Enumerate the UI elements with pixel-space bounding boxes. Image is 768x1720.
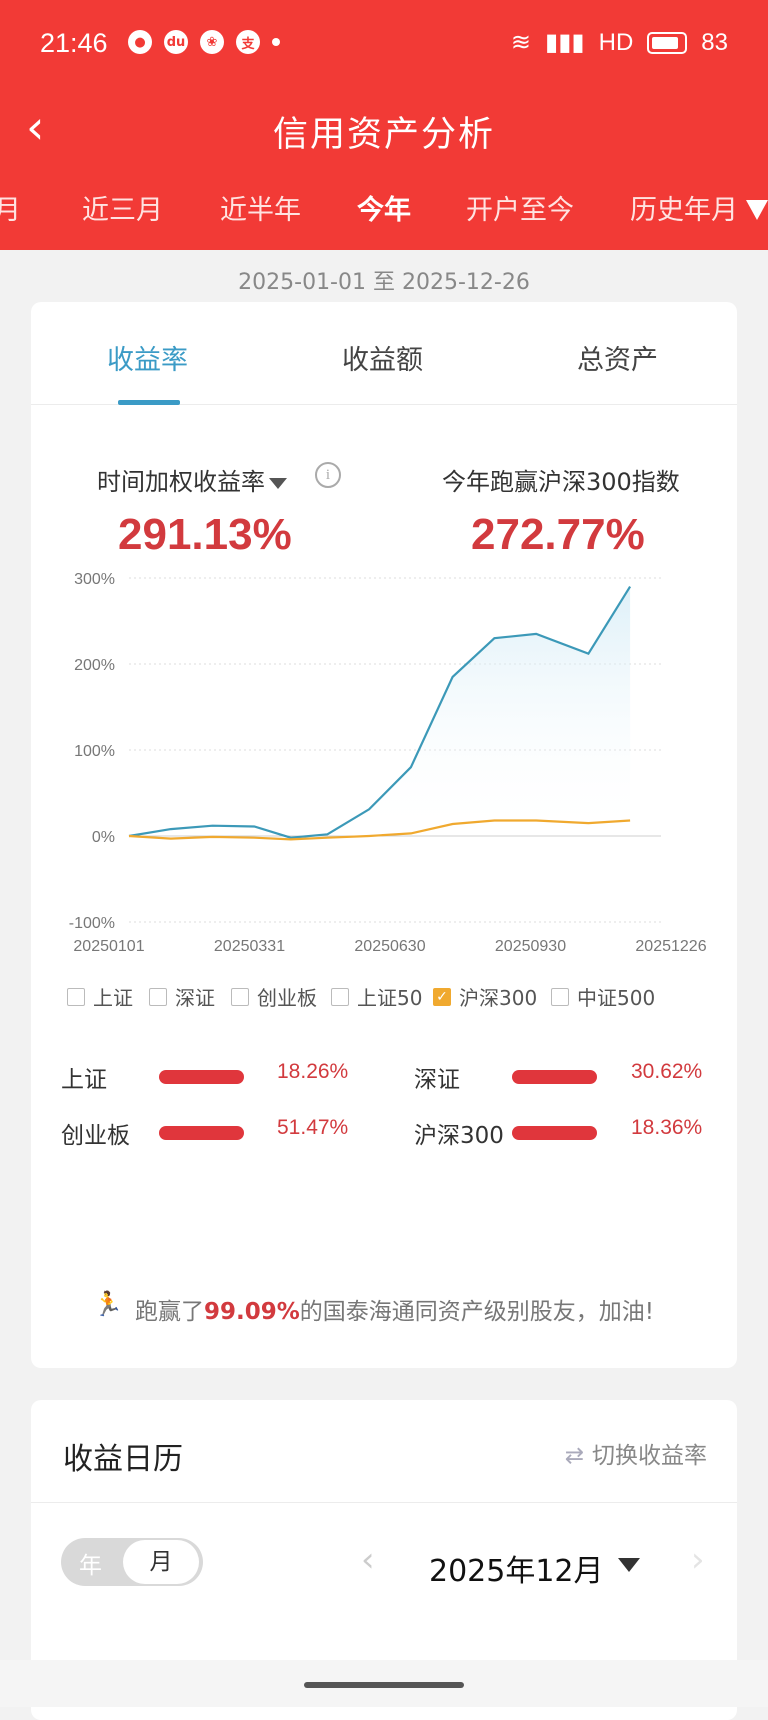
alipay-icon: 支 [236, 30, 260, 54]
x-tick-label: 20250930 [495, 938, 566, 955]
y-tick-label: 200% [74, 657, 115, 674]
runner-icon: 🏃 [93, 1290, 123, 1318]
status-bar: 21:46 ● du ❀ 支 ≋ ▮▮▮ HD 83 [0, 0, 768, 90]
analysis-card: 收益率 收益额 总资产 时间加权收益率 i 今年跑赢沪深300指数 291.13… [31, 302, 737, 1368]
legend-chinext[interactable]: 创业板 [231, 982, 317, 1011]
current-month[interactable]: 2025年12月 [429, 1554, 604, 1589]
network-label: HD [598, 28, 634, 56]
signal-icon: ▮▮▮ [545, 29, 585, 56]
back-arrow-icon[interactable]: ‹ [26, 100, 45, 154]
year-month-toggle[interactable]: 年 月 [61, 1538, 203, 1586]
stat-value-shanghai: 18.26% [277, 1060, 349, 1083]
checkbox-icon [551, 987, 569, 1006]
prev-month-icon[interactable]: ‹ [361, 1540, 375, 1580]
csi300-line [128, 819, 631, 841]
x-tick-label: 20251226 [635, 938, 706, 955]
next-month-icon[interactable]: › [691, 1540, 705, 1580]
info-icon[interactable]: i [315, 462, 341, 488]
y-tick-label: 100% [74, 743, 115, 760]
beat-message: 跑赢了99.09%的国泰海通同资产级别股友，加油! [135, 1299, 655, 1325]
period-tabs: 月 近三月 近半年 今年 开户至今 历史年月 [0, 188, 768, 238]
switch-return-rate-button[interactable]: ⇄ 切换收益率 [564, 1443, 707, 1469]
chat-icon: ● [128, 30, 152, 54]
tabs-dropdown-icon[interactable] [746, 200, 768, 220]
legend-shenzhen[interactable]: 深证 [149, 982, 215, 1011]
toggle-year[interactable]: 年 [79, 1553, 102, 1579]
portfolio-line [128, 586, 632, 839]
legend-sse50[interactable]: 上证50 [331, 982, 422, 1011]
stat-bar-shanghai [159, 1070, 244, 1084]
legend-csi500[interactable]: 中证500 [551, 982, 655, 1011]
checkbox-checked-icon: ✓ [433, 987, 451, 1006]
divider [31, 1502, 737, 1503]
tab-total-assets[interactable]: 总资产 [577, 345, 658, 376]
metric-tabs: 收益率 收益额 总资产 [31, 302, 737, 405]
stat-label-shanghai: 上证 [61, 1067, 107, 1093]
x-tick-label: 20250630 [354, 938, 425, 955]
tab-this-year[interactable]: 今年 [357, 195, 411, 226]
metric-right-value: 272.77% [471, 510, 645, 559]
tab-month[interactable]: 月 [0, 195, 21, 226]
stat-label-shenzhen: 深证 [414, 1067, 460, 1093]
tab-history-year-month[interactable]: 历史年月 [630, 195, 738, 226]
portfolio-area [129, 586, 631, 838]
y-tick-label: -100% [69, 915, 115, 932]
tab-half-year[interactable]: 近半年 [220, 195, 301, 226]
x-tick-label: 20250331 [214, 938, 285, 955]
calendar-title: 收益日历 [63, 1442, 183, 1477]
stat-value-chinext: 51.47% [277, 1116, 349, 1139]
checkbox-icon [67, 987, 85, 1006]
legend-shanghai[interactable]: 上证 [67, 982, 133, 1011]
wifi-icon: ≋ [510, 29, 531, 56]
baidu-map-icon: du [164, 30, 188, 54]
battery-level: 83 [701, 28, 728, 56]
home-indicator[interactable] [304, 1682, 464, 1688]
stat-label-chinext: 创业板 [61, 1123, 130, 1149]
baidu-paw-icon: ❀ [200, 30, 224, 54]
tab-return-rate[interactable]: 收益率 [107, 345, 188, 376]
y-tick-label: 300% [74, 571, 115, 588]
swap-icon: ⇄ [564, 1443, 584, 1469]
status-right: ≋ ▮▮▮ HD 83 [511, 28, 728, 57]
battery-icon [647, 31, 688, 54]
date-range: 2025-01-01 至 2025-12-26 [238, 270, 530, 295]
stat-bar-csi300 [512, 1126, 597, 1140]
stat-bar-shenzhen [512, 1070, 597, 1084]
toggle-month[interactable]: 月 [123, 1540, 199, 1584]
app-header: 21:46 ● du ❀ 支 ≋ ▮▮▮ HD 83 ‹ 信用资产分析 月 近三… [0, 0, 768, 250]
metric-right-label: 今年跑赢沪深300指数 [442, 468, 680, 496]
page-title: 信用资产分析 [272, 115, 495, 155]
legend-csi300[interactable]: ✓ 沪深300 [433, 982, 537, 1011]
y-tick-label: 0% [92, 829, 115, 846]
index-legend: 上证 深证 创业板 上证50 ✓ 沪深300 中证500 [67, 982, 767, 1012]
stat-value-csi300: 18.36% [631, 1116, 703, 1139]
x-tick-label: 20250101 [73, 938, 144, 955]
return-chart: 300% 200% 100% 0% -100% 20250101 20250331 2025… [69, 571, 707, 955]
checkbox-icon [331, 987, 349, 1006]
dropdown-caret-icon [269, 477, 287, 489]
stat-label-csi300: 沪深300 [414, 1123, 504, 1149]
tab-since-open[interactable]: 开户至今 [466, 195, 574, 226]
checkbox-icon [231, 987, 249, 1006]
metric-left-label[interactable]: 时间加权收益率 [97, 462, 287, 497]
stat-bar-chinext [159, 1126, 244, 1140]
tab-3-months[interactable]: 近三月 [82, 195, 163, 226]
active-tab-underline [118, 400, 180, 405]
metric-left-value: 291.13% [118, 510, 292, 559]
status-time: 21:46 [40, 28, 108, 58]
stat-value-shenzhen: 30.62% [631, 1060, 703, 1083]
more-dot-icon [272, 38, 280, 46]
tab-return-amount[interactable]: 收益额 [342, 345, 423, 376]
checkbox-icon [149, 987, 167, 1006]
status-notification-icons: ● du ❀ 支 [128, 30, 280, 54]
month-dropdown-icon[interactable] [618, 1558, 640, 1572]
